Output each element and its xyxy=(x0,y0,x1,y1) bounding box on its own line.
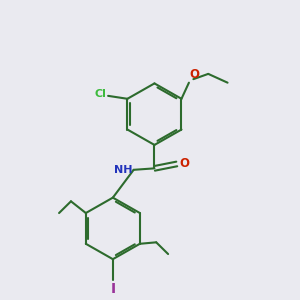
Text: NH: NH xyxy=(114,164,133,175)
Text: Cl: Cl xyxy=(95,89,106,99)
Text: I: I xyxy=(110,282,116,296)
Text: O: O xyxy=(190,68,200,81)
Text: O: O xyxy=(179,157,189,170)
